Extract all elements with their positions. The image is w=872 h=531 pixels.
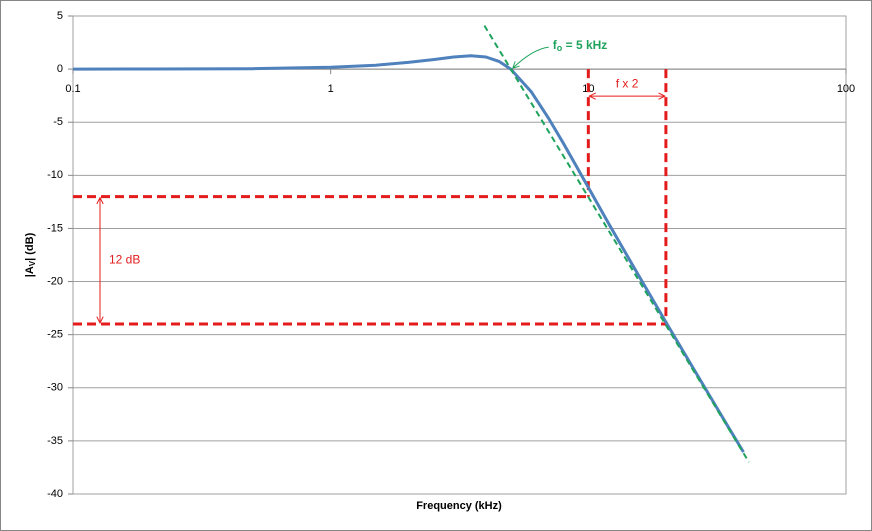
y-tick-label: -30 [47,382,63,394]
annotation-leader [513,46,549,68]
ratio-label: f x 2 [616,76,639,90]
x-tick-label: 1 [328,83,334,95]
y-tick-label: -40 [47,488,63,500]
annotation-sub: o [557,43,563,53]
y-tick-label: 5 [57,10,63,22]
y-tick-label: 0 [57,63,63,75]
y-tick-label: -25 [47,329,63,341]
gap-label: 12 dB [109,252,140,266]
asymptote [483,25,750,463]
x-axis-title: Frequency (kHz) [416,500,502,512]
y-axis-title: |AV| (dB) [24,232,37,277]
y-tick-label: -10 [47,169,63,181]
y-tick-label: -5 [53,116,63,128]
annotation-label: fo = 5 kHz [553,38,608,53]
y-tick-label: -15 [47,222,63,234]
y-tick-label: -20 [47,275,63,287]
x-tick-label: 100 [837,83,855,95]
y-title-main: |A [24,266,36,277]
annotation-rest: = 5 kHz [562,38,607,52]
y-tick-label: -35 [47,435,63,447]
y-title-rest: | (dB) [24,232,36,260]
x-tick-label: 0.1 [65,83,80,95]
y-title-sub: V [28,260,37,266]
annotation-main: f [553,38,558,52]
